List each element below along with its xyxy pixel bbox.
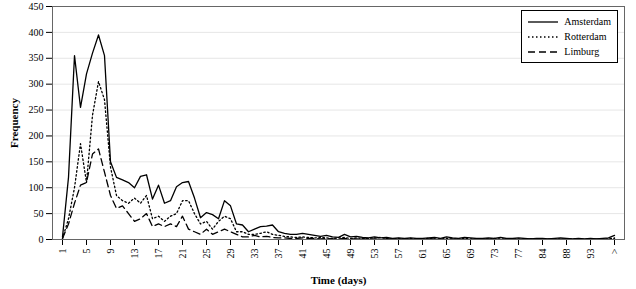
svg-text:400: 400	[29, 27, 44, 38]
svg-text:5: 5	[81, 249, 92, 254]
svg-text:>: >	[609, 248, 620, 254]
svg-text:29: 29	[225, 249, 236, 259]
svg-text:93: 93	[585, 249, 596, 259]
svg-text:9: 9	[105, 249, 116, 254]
svg-text:21: 21	[177, 249, 188, 259]
html-text:Amsterdam: Amsterdam	[564, 16, 611, 27]
svg-text:250: 250	[29, 104, 44, 115]
svg-text:69: 69	[465, 249, 476, 259]
svg-text:Time (days): Time (days)	[311, 274, 367, 287]
svg-text:77: 77	[513, 249, 524, 259]
svg-text:33: 33	[249, 249, 260, 259]
svg-text:61: 61	[417, 249, 428, 259]
svg-text:17: 17	[153, 249, 164, 259]
svg-text:350: 350	[29, 52, 44, 63]
svg-text:100: 100	[29, 182, 44, 193]
svg-text:13: 13	[129, 249, 140, 259]
svg-text:300: 300	[29, 78, 44, 89]
svg-text:200: 200	[29, 130, 44, 141]
svg-text:57: 57	[393, 249, 404, 259]
html-text:Rotterdam: Rotterdam	[564, 31, 607, 42]
svg-text:73: 73	[489, 249, 500, 259]
html-text:Limburg: Limburg	[564, 46, 600, 57]
svg-text:50: 50	[34, 208, 44, 219]
svg-text:25: 25	[201, 249, 212, 259]
svg-text:150: 150	[29, 156, 44, 167]
svg-text:45: 45	[321, 249, 332, 259]
svg-text:0: 0	[39, 234, 44, 245]
svg-text:37: 37	[273, 249, 284, 259]
svg-text:1: 1	[57, 249, 68, 254]
svg-text:450: 450	[29, 1, 44, 12]
svg-text:41: 41	[297, 249, 308, 259]
svg-text:88: 88	[561, 249, 572, 259]
svg-text:53: 53	[369, 249, 380, 259]
svg-text:49: 49	[345, 249, 356, 259]
svg-text:Frequency: Frequency	[8, 98, 20, 148]
svg-text:84: 84	[537, 249, 548, 259]
svg-text:65: 65	[441, 249, 452, 259]
